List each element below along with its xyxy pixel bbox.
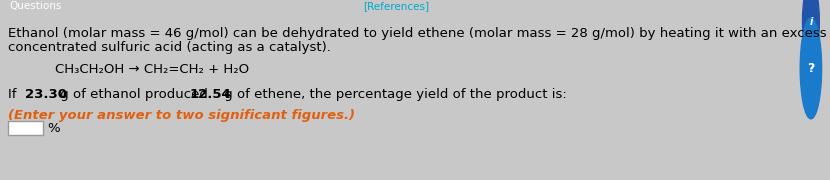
Text: 12.54: 12.54	[189, 88, 232, 101]
Text: concentrated sulfuric acid (acting as a catalyst).: concentrated sulfuric acid (acting as a …	[8, 41, 331, 54]
Text: g of ethene, the percentage yield of the product is:: g of ethene, the percentage yield of the…	[220, 88, 567, 101]
Text: [References]: [References]	[363, 1, 429, 12]
Text: CH₃CH₂OH → CH₂=CH₂ + H₂O: CH₃CH₂OH → CH₂=CH₂ + H₂O	[55, 63, 249, 76]
Text: If: If	[8, 88, 21, 101]
FancyBboxPatch shape	[8, 121, 43, 135]
Text: (Enter your answer to two significant figures.): (Enter your answer to two significant fi…	[8, 109, 355, 122]
Text: i: i	[809, 17, 813, 27]
Text: %: %	[47, 122, 60, 134]
Circle shape	[800, 18, 822, 119]
Text: 23.30: 23.30	[26, 88, 67, 101]
Circle shape	[803, 0, 819, 61]
Text: ?: ?	[808, 62, 814, 75]
Text: g of ethanol produced: g of ethanol produced	[56, 88, 212, 101]
Text: Questions: Questions	[9, 1, 62, 12]
Text: Ethanol (molar mass = 46 g/mol) can be dehydrated to yield ethene (molar mass = : Ethanol (molar mass = 46 g/mol) can be d…	[8, 27, 830, 40]
